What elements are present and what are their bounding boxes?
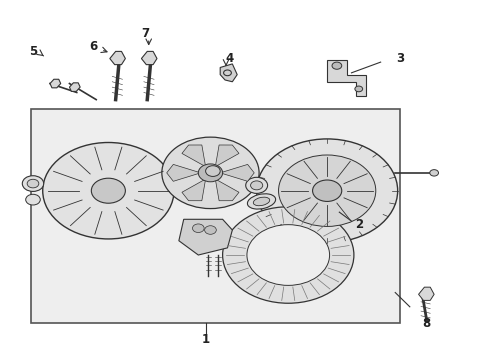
Ellipse shape	[245, 177, 267, 193]
Polygon shape	[220, 64, 237, 82]
Polygon shape	[220, 165, 254, 181]
Circle shape	[27, 179, 39, 188]
Circle shape	[91, 178, 125, 203]
Bar	[30, 109, 399, 323]
Text: 8: 8	[422, 317, 430, 330]
Polygon shape	[182, 145, 205, 167]
Circle shape	[162, 137, 259, 208]
Text: 2: 2	[354, 218, 362, 231]
Polygon shape	[215, 145, 239, 167]
Circle shape	[354, 86, 362, 92]
Polygon shape	[69, 83, 80, 91]
Circle shape	[256, 139, 397, 243]
Text: 3: 3	[395, 52, 403, 65]
Circle shape	[312, 180, 341, 202]
Circle shape	[26, 194, 40, 205]
Text: 4: 4	[225, 52, 234, 65]
Circle shape	[246, 225, 329, 285]
Circle shape	[22, 176, 43, 192]
Circle shape	[198, 164, 222, 182]
Polygon shape	[418, 287, 433, 300]
Text: 5: 5	[29, 45, 37, 58]
Polygon shape	[215, 179, 239, 201]
Polygon shape	[166, 165, 201, 181]
Ellipse shape	[250, 181, 262, 190]
Polygon shape	[182, 179, 205, 201]
Polygon shape	[141, 51, 157, 64]
Text: 7: 7	[141, 27, 148, 40]
Polygon shape	[110, 51, 125, 64]
Ellipse shape	[253, 197, 269, 206]
Circle shape	[192, 224, 203, 233]
Circle shape	[205, 166, 220, 176]
Circle shape	[42, 143, 174, 239]
Polygon shape	[50, 79, 61, 88]
Polygon shape	[179, 219, 232, 255]
Circle shape	[204, 226, 216, 234]
Text: 1: 1	[201, 333, 209, 346]
Circle shape	[278, 155, 375, 226]
Polygon shape	[326, 60, 366, 96]
Circle shape	[331, 62, 341, 69]
Text: 6: 6	[89, 40, 98, 53]
Circle shape	[429, 170, 438, 176]
Ellipse shape	[247, 194, 275, 209]
Circle shape	[222, 207, 353, 303]
